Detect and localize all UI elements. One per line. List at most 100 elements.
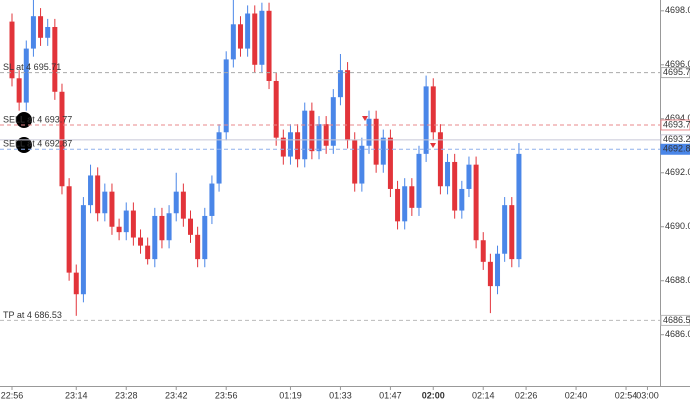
x-tick-label: 23:56 [215,390,238,400]
candle-body [80,205,86,295]
candle-body [173,191,179,214]
candle-body [373,118,379,165]
candle-body [487,261,493,287]
candle-body [180,191,186,219]
candle-body [237,24,243,49]
candle-body [437,132,443,187]
candle-body [366,118,372,146]
candle-body [88,175,94,206]
candle-body [316,124,322,152]
candle-body [223,59,229,133]
price-tag-label: 4693.77 [663,119,690,129]
x-tick-label: 01:19 [279,390,302,400]
candle-body [116,226,122,233]
order-label: SL at 4 695.71 [3,62,61,72]
candle-body [273,80,279,138]
candle-body [295,132,301,160]
candle-body [473,164,479,241]
candle-body [130,210,136,238]
candle-body [287,132,293,157]
candle-body [245,13,251,49]
price-tag [660,314,690,326]
price-tag-label: 4686.53 [663,315,690,325]
candle-body [209,183,215,216]
candle-body [152,215,158,260]
candle-body [95,175,101,214]
price-tag [660,119,690,131]
x-tick-label: 23:14 [65,390,88,400]
x-tick-label: 03:00 [636,390,659,400]
candle-body [480,240,486,262]
x-tick-label: 02:40 [565,390,588,400]
candle-body [145,245,151,260]
candle-body [352,140,358,184]
candle-body [516,153,522,260]
candle-body [138,237,144,246]
candle-body [66,186,72,273]
y-tick-label: 4690.00 [665,221,690,231]
x-tick-label: 02:54 [615,390,638,400]
order-handle[interactable] [16,112,32,128]
y-tick-label: 4698.00 [665,5,690,15]
candle-body [359,145,365,184]
candle-body [337,70,343,98]
candle-body [45,26,51,38]
order-label: TP at 4 686.53 [3,310,62,320]
candle-body [502,205,508,254]
candle-body [345,70,351,141]
candle-body [38,16,44,38]
candle-body [380,137,386,165]
candle-body [23,48,29,103]
trade-marker [362,116,368,121]
trade-marker [430,143,436,148]
candle-body [452,161,458,211]
overlay: SL at 4 695.71 4695.71 SELL at 4 693.77 469… [0,62,690,326]
candle-body [16,78,22,103]
candle-body [323,124,329,146]
candle-body [395,188,401,222]
candle-body [259,10,265,65]
y-tick-label: 4688.00 [665,275,690,285]
y-tick-label: 4686.00 [665,329,690,339]
candle-body [416,153,422,208]
x-tick-label: 01:33 [329,390,352,400]
x-tick-label: 23:28 [115,390,138,400]
x-tick-label: 02:14 [472,390,495,400]
candle-body [280,137,286,157]
candle-body [309,110,315,152]
candle-body [73,272,79,295]
candle-body [423,86,429,154]
candle-body [9,21,15,79]
price-tag-label: 4693.22 [663,134,690,144]
y-tick-label: 4694.00 [665,113,690,123]
candle-body [266,10,272,81]
candle-body [195,234,201,260]
price-tag-label: 4692.87 [663,144,690,154]
candle-body [466,164,472,189]
x-tick-label: 23:42 [165,390,188,400]
candle-body [188,218,193,235]
candle-body [202,215,208,260]
candle-body [109,191,115,227]
candle-body [230,24,236,60]
candle-body [387,137,393,189]
candle-body [409,186,415,208]
order-label: SELL at 4 692.87 [3,139,72,149]
candle-body [495,253,501,287]
order-label: SELL at 4 693.77 [3,114,72,124]
y-tick-label: 4692.00 [665,167,690,177]
candle-body [52,26,58,92]
x-tick-label: 01:47 [379,390,402,400]
price-tag [660,143,690,155]
candle-body [216,132,222,184]
plot-area [9,0,522,316]
candle-body [459,188,465,211]
candle-body [330,97,336,146]
candle-body [59,91,65,187]
price-tag [660,67,690,79]
x-tick-label: 22:56 [1,390,24,400]
candle-body [102,191,108,214]
candle-body [159,215,165,241]
